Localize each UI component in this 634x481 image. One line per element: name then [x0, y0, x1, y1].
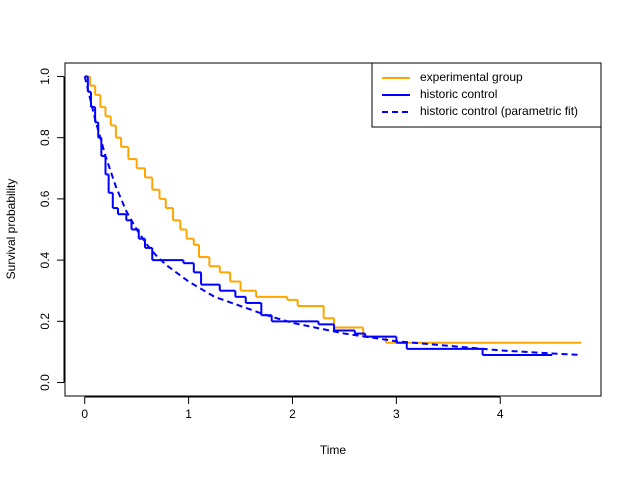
y-tick-label: 0.8: [38, 129, 52, 146]
x-tick-label: 2: [289, 407, 296, 421]
legend-label: historic control (parametric fit): [420, 104, 578, 118]
y-tick-label: 1.0: [38, 68, 52, 85]
fit-line: [83, 76, 582, 356]
legend-label: experimental group: [420, 70, 523, 84]
y-axis-label: Survival probability: [4, 179, 18, 280]
x-tick-label: 1: [185, 407, 192, 421]
x-axis-label: Time: [320, 443, 347, 457]
y-tick-label: 0.4: [38, 251, 52, 268]
x-tick-label: 3: [393, 407, 400, 421]
plot-frame: [64, 62, 602, 397]
x-tick-label: 0: [81, 407, 88, 421]
x-tick-label: 4: [497, 407, 504, 421]
y-tick-label: 0.0: [38, 374, 52, 391]
y-tick-label: 0.2: [38, 313, 52, 330]
legend-label: historic control: [420, 87, 497, 101]
legend-box: [371, 62, 602, 128]
y-tick-label: 0.6: [38, 190, 52, 207]
